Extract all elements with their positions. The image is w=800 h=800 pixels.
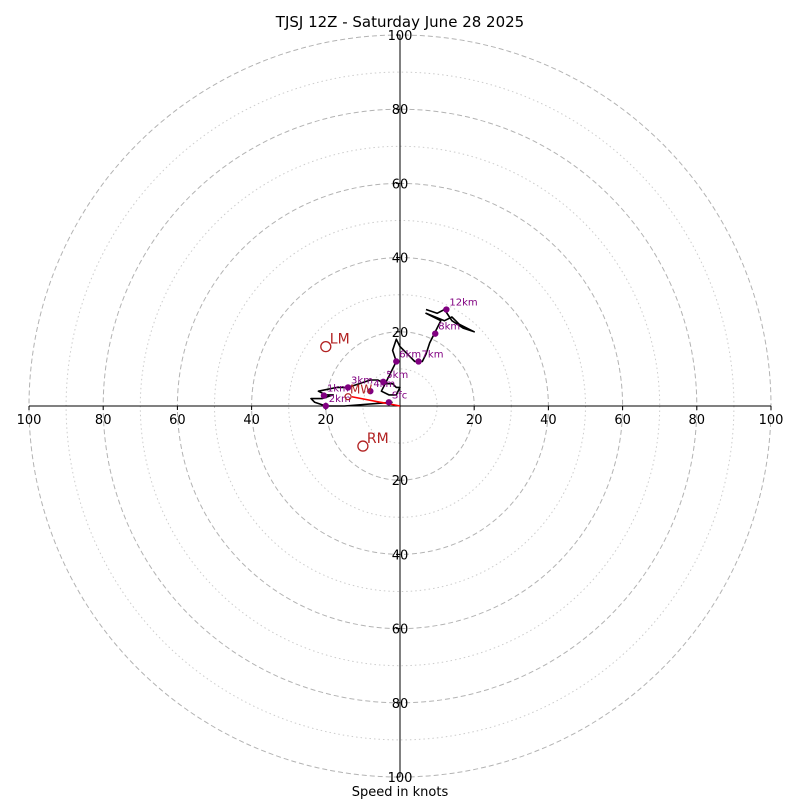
- storm-motion-RM: [357, 440, 369, 452]
- height-point-1km: [320, 392, 328, 399]
- y-tick-label: 100: [388, 771, 413, 786]
- storm-motion-label-RM: RM: [367, 431, 389, 447]
- y-tick-label: 80: [392, 103, 409, 118]
- chart-title: TJSJ 12Z - Saturday June 28 2025: [275, 13, 524, 31]
- y-tick-label: 60: [392, 177, 409, 192]
- x-tick-label: 20: [318, 413, 335, 428]
- x-tick-label: 40: [243, 413, 260, 428]
- y-tick-label: 40: [392, 548, 409, 563]
- height-point-5km: [380, 378, 387, 386]
- x-tick-label: 80: [689, 413, 706, 428]
- x-tick-label: 80: [95, 413, 112, 428]
- height-label-8km: 8km: [438, 322, 460, 333]
- mean-wind-marker: [344, 393, 352, 401]
- height-point-3km: [344, 384, 352, 391]
- height-label-12km: 12km: [449, 298, 477, 309]
- height-label-3km: 3km: [351, 375, 373, 386]
- y-tick-label: 20: [392, 474, 409, 489]
- height-label-2km: 2km: [329, 394, 351, 405]
- x-tick-label: 100: [759, 413, 784, 428]
- hodograph-trace-group: [310, 308, 476, 407]
- height-label-7km: 7km: [422, 349, 444, 360]
- hodograph-trace: [310, 308, 476, 407]
- y-tick-label: 100: [388, 29, 413, 44]
- height-point-4km: [367, 387, 374, 395]
- height-point-7km: [415, 358, 422, 365]
- height-point-6km: [393, 358, 400, 365]
- shear-vector: [351, 395, 401, 407]
- height-label-1km: 1km: [327, 384, 349, 395]
- height-point-Sfc: [385, 399, 393, 406]
- storm-motion-label-LM: LM: [330, 332, 350, 348]
- x-tick-label: 20: [466, 413, 483, 428]
- height-label-Sfc: Sfc: [392, 390, 407, 401]
- y-tick-label: 60: [392, 623, 409, 638]
- height-label-6km: 6km: [399, 349, 421, 360]
- x-tick-label: 60: [169, 413, 186, 428]
- storm-motion-LM: [320, 340, 332, 353]
- height-point-8km: [432, 330, 439, 337]
- x-axis-label: Speed in knots: [352, 785, 449, 800]
- height-point-2km: [322, 402, 329, 410]
- y-tick-label: 40: [392, 252, 409, 267]
- y-tick-label: 20: [392, 326, 409, 341]
- x-tick-label: 60: [614, 413, 631, 428]
- storm-motion-group: LM RM MW: [320, 332, 389, 452]
- height-point-12km: [443, 306, 450, 313]
- y-tick-label: 80: [392, 697, 409, 712]
- height-points-group: Sfc1km2km3km4km5km6km7km8km12km: [320, 298, 478, 410]
- height-label-5km: 5km: [386, 370, 408, 381]
- x-tick-label: 40: [540, 413, 557, 428]
- tick-labels: 100 80 60 40 20 20 40 60 80 100 100 80 60 40 20 20 40 60 8…: [17, 29, 784, 786]
- mean-wind-label: MW: [350, 383, 372, 397]
- x-tick-label: 100: [17, 413, 42, 428]
- shear-vector-group: [351, 395, 401, 407]
